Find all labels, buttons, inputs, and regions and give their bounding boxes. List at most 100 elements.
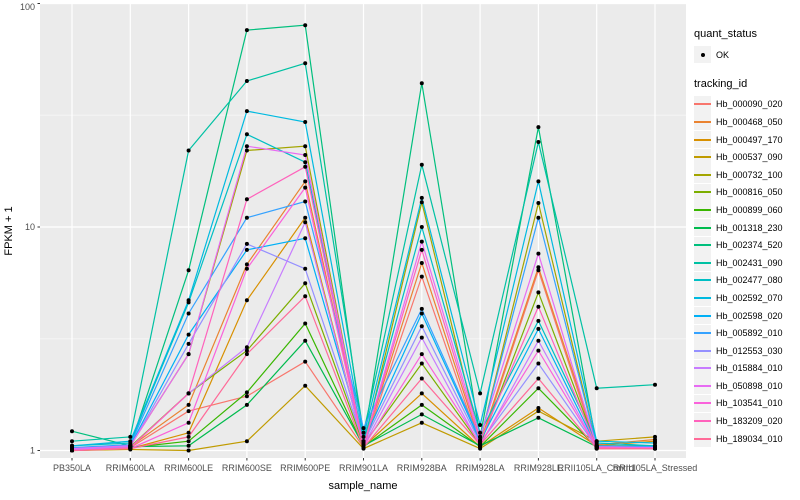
x-tick-label: RRIM600PE: [280, 463, 330, 473]
legend-key-box: [694, 95, 711, 113]
data-point: [244, 390, 249, 395]
legend-item-Hb_015884_010: Hb_015884_010: [694, 359, 798, 378]
data-point: [536, 415, 541, 420]
data-point: [536, 215, 541, 220]
legend-key-box: [694, 254, 711, 272]
data-point: [419, 352, 424, 357]
data-point: [303, 153, 308, 157]
data-point: [244, 197, 249, 202]
legend-item-Hb_002431_090: Hb_002431_090: [694, 254, 798, 272]
data-point: [478, 391, 483, 396]
legend-item-label: Hb_002374_520: [716, 240, 783, 251]
data-point: [653, 441, 657, 445]
data-point: [653, 446, 657, 451]
legend-item-Hb_103541_010: Hb_103541_010: [694, 394, 798, 413]
legend-key-box: [694, 113, 711, 131]
legend-line-swatch: [694, 261, 711, 264]
legend-item-label: Hb_000732_100: [716, 169, 783, 180]
legend-item-label: Hb_002598_020: [716, 310, 783, 321]
legend-key-box: [694, 131, 711, 149]
legend-key-box: [694, 148, 711, 166]
legend-tracking-id-items: Hb_000090_020 Hb_000468_050 Hb_000497_170 H…: [694, 95, 798, 448]
data-point: [186, 298, 191, 303]
legend-line-swatch: [694, 244, 711, 247]
data-point: [186, 434, 191, 439]
legend-item-label: Hb_001318_230: [716, 222, 783, 233]
legend-item-Hb_002477_080: Hb_002477_080: [694, 271, 798, 290]
legend-quant-status-label: OK: [716, 49, 730, 60]
legend: quant_status OK tracking_id Hb_000090_02…: [694, 28, 798, 448]
data-point: [419, 261, 424, 265]
legend-line-swatch: [694, 384, 711, 387]
data-point: [536, 406, 541, 410]
data-point: [478, 434, 483, 439]
data-point: [361, 426, 366, 431]
data-point: [536, 338, 541, 343]
data-point: [303, 160, 308, 165]
data-point: [244, 144, 249, 149]
data-point: [361, 430, 366, 435]
data-point: [303, 338, 308, 343]
legend-item-Hb_000497_170: Hb_000497_170: [694, 131, 798, 149]
data-point: [186, 420, 191, 425]
x-tick-label: RRIM928LE: [514, 463, 563, 473]
data-point: [653, 434, 657, 439]
data-point: [419, 274, 424, 279]
data-point: [478, 439, 483, 444]
legend-key-box: [694, 359, 711, 377]
data-point: [244, 402, 249, 407]
data-point: [244, 79, 249, 83]
data-point: [419, 239, 424, 244]
legend-item-Hb_001318_230: Hb_001318_230: [694, 219, 798, 237]
legend-item-label: Hb_000816_050: [716, 187, 783, 198]
legend-item-label: Hb_015884_010: [716, 363, 783, 374]
legend-line-swatch: [694, 420, 711, 423]
data-point: [186, 448, 191, 453]
x-tick-label: RRIM600LE: [164, 463, 213, 473]
legend-line-swatch: [694, 402, 711, 405]
data-point: [244, 247, 249, 252]
data-point: [419, 195, 424, 200]
legend-item-Hb_002598_020: Hb_002598_020: [694, 307, 798, 325]
data-point: [303, 164, 308, 169]
data-point: [128, 434, 133, 439]
legend-item-label: Hb_000497_170: [716, 134, 783, 145]
legend-item-Hb_012553_030: Hb_012553_030: [694, 342, 798, 360]
data-point: [186, 430, 191, 435]
legend-line-swatch: [694, 367, 711, 370]
data-point: [186, 409, 191, 414]
data-point: [244, 215, 249, 220]
legend-item-label: Hb_183209_020: [716, 416, 783, 427]
legend-key-box: [694, 430, 711, 448]
x-tick-label: RRII105LA_Stressed: [613, 463, 698, 473]
data-point: [536, 140, 541, 144]
legend-line-swatch: [694, 138, 711, 141]
legend-line-swatch: [694, 349, 711, 352]
data-point: [536, 304, 541, 309]
data-point: [244, 28, 249, 33]
x-tick-label: RRIM600LA: [106, 463, 155, 473]
legend-key-box: [694, 271, 711, 289]
data-point: [186, 352, 191, 357]
data-point: [186, 439, 191, 444]
data-point: [419, 311, 424, 316]
data-point: [128, 439, 133, 444]
data-point: [419, 324, 424, 329]
data-point: [419, 361, 424, 366]
data-point: [186, 332, 191, 337]
legend-item-Hb_000468_050: Hb_000468_050: [694, 113, 798, 131]
data-point: [594, 439, 599, 444]
legend-item-label: Hb_000090_020: [716, 99, 783, 110]
data-point: [244, 148, 249, 153]
data-point: [536, 201, 541, 205]
data-point: [244, 348, 249, 353]
legend-key-box: [694, 166, 711, 184]
data-point: [186, 402, 191, 407]
data-point: [419, 306, 424, 311]
legend-item-Hb_000732_100: Hb_000732_100: [694, 166, 798, 184]
legend-line-swatch: [694, 437, 711, 440]
data-point: [361, 434, 366, 439]
legend-line-swatch: [694, 156, 711, 159]
